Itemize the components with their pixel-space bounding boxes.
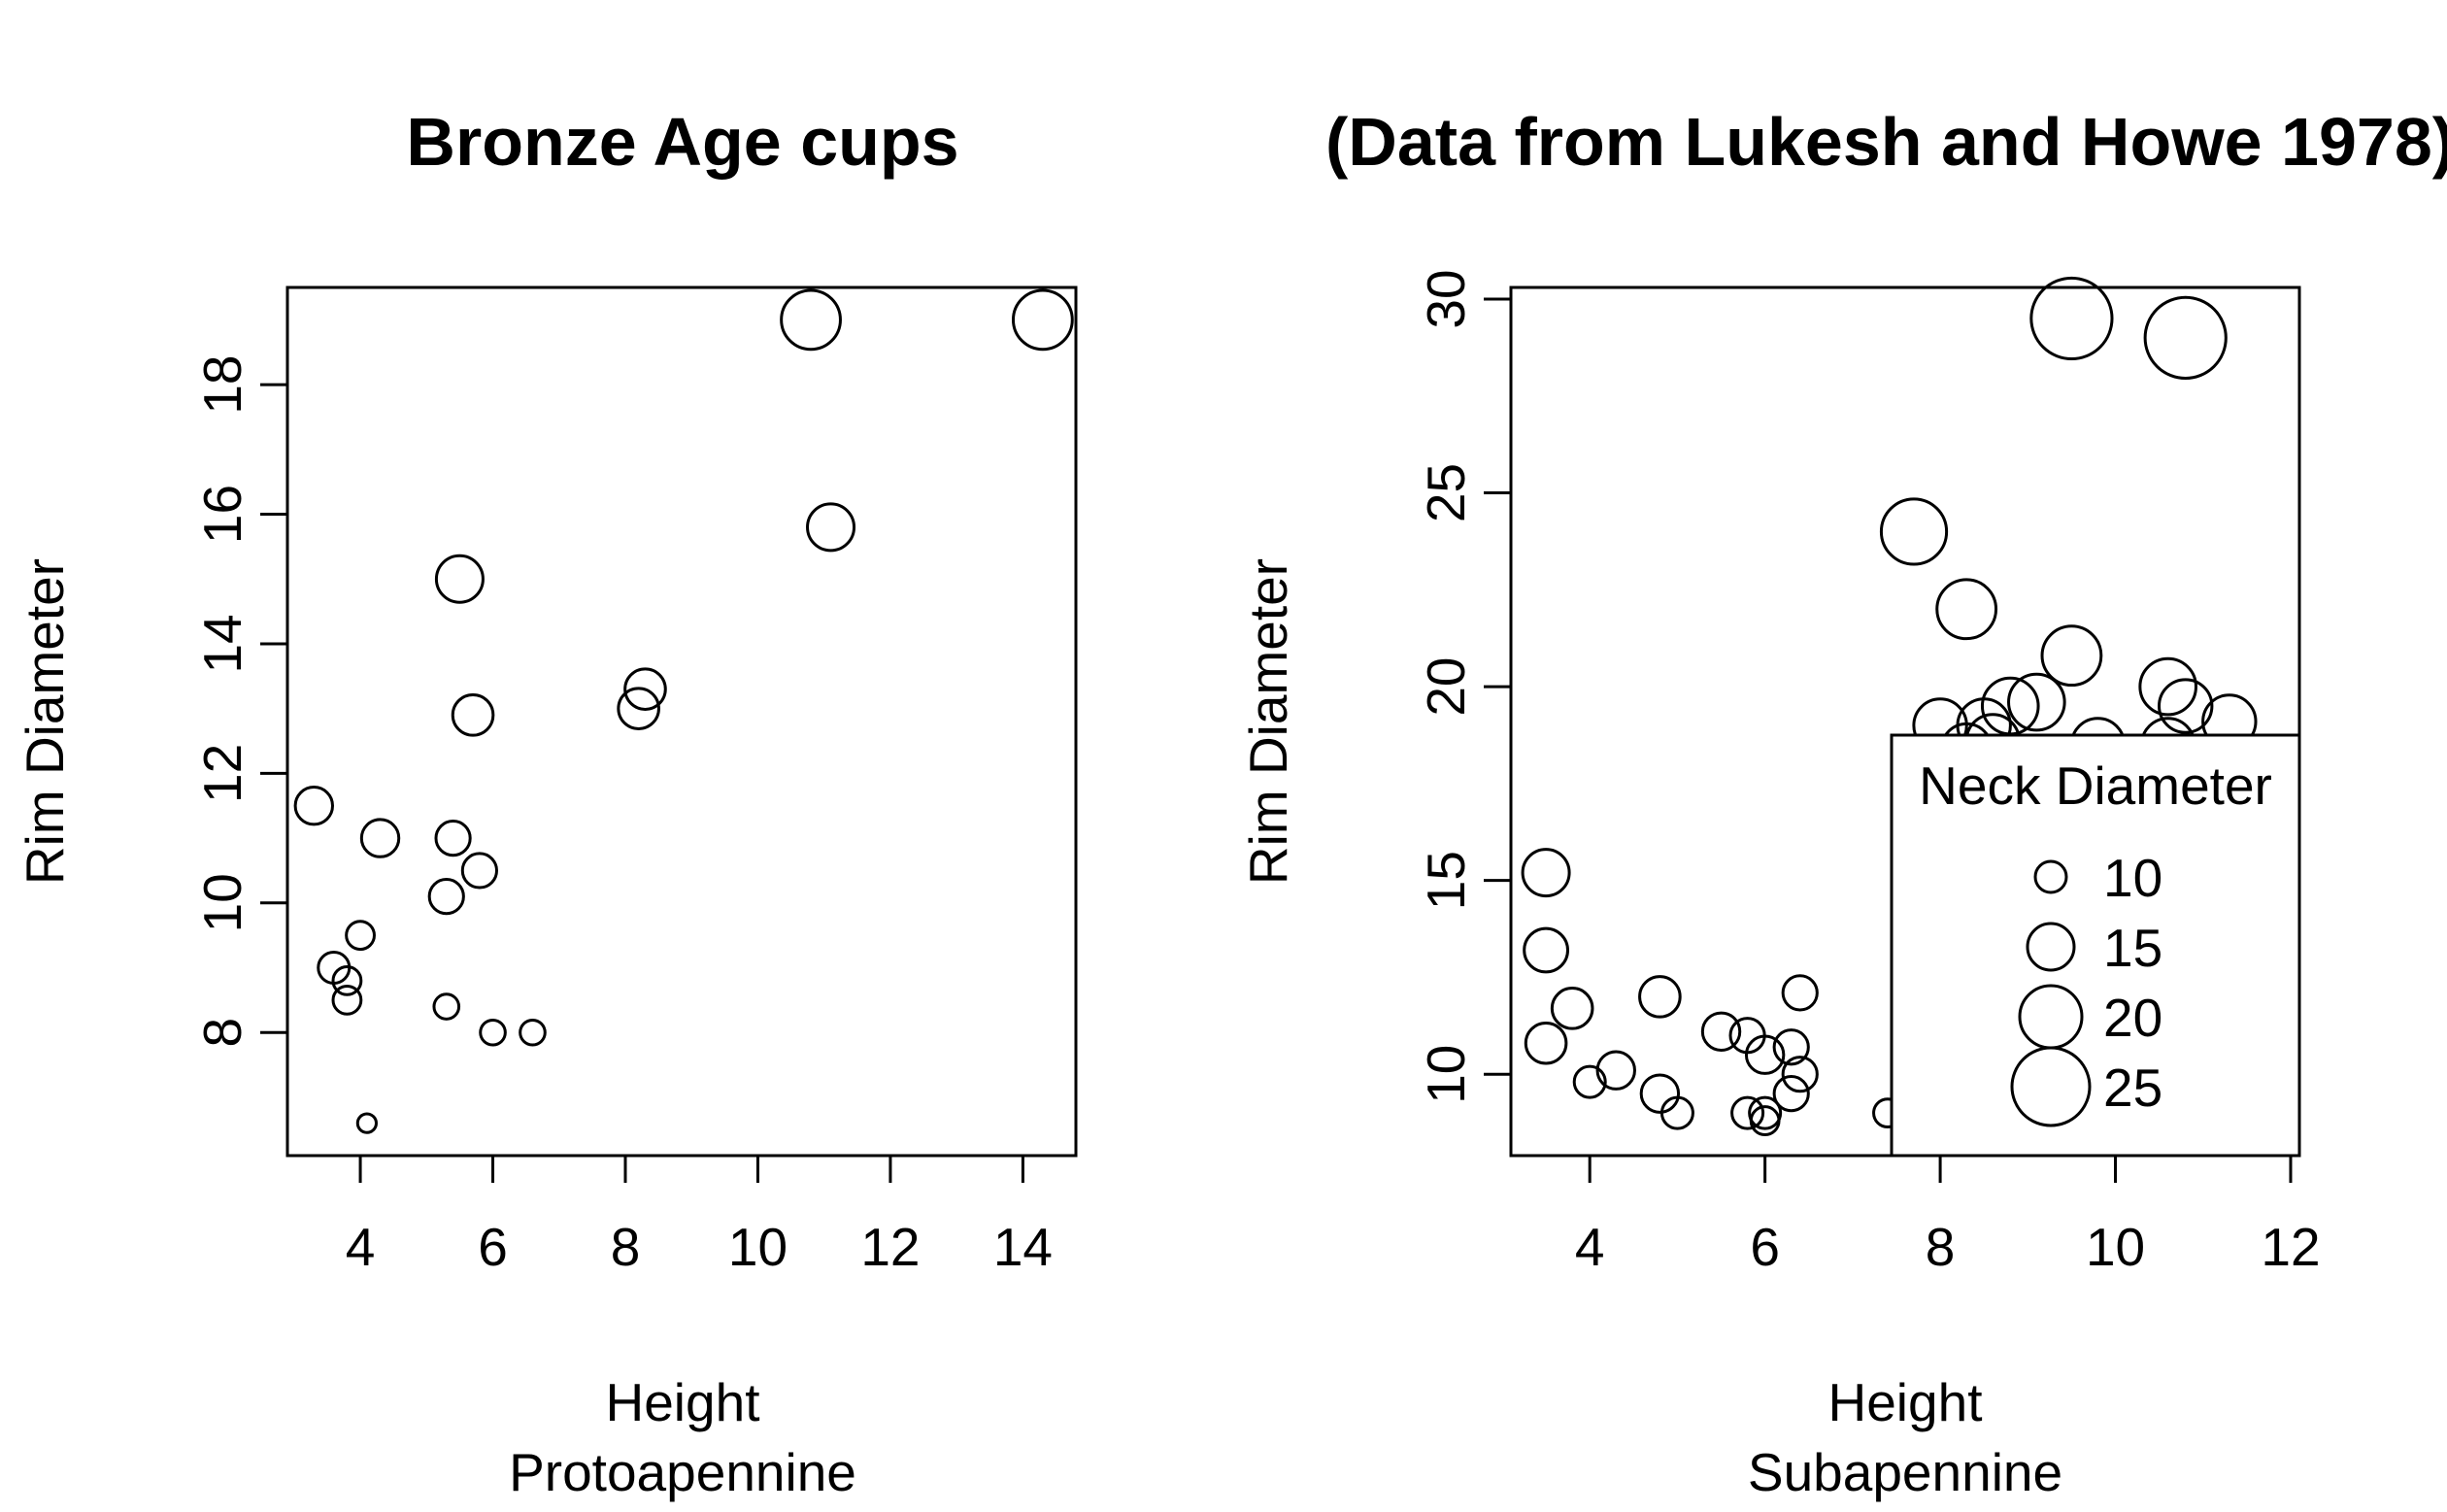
legend-items: 10 15 20 25 [2010,848,2162,1127]
subapennine-data-point [2029,276,2114,361]
subapennine-data-point [1550,987,1594,1030]
subapennine-data-point [1521,848,1571,898]
protoapennine-title: Bronze Age cups [406,104,958,180]
protoapennine-data-point [451,693,495,737]
protoapennine-y-tick-label: 8 [192,1018,252,1048]
protoapennine-data-point [293,786,334,826]
legend-label: 25 [2103,1058,2162,1118]
protoapennine-y-tick-label: 12 [192,744,252,803]
subapennine-data-point [1730,1095,1765,1130]
subapennine-x-tick-label: 10 [2086,1217,2145,1277]
protoapennine-data-point [331,984,363,1016]
protoapennine-data-point [806,502,856,553]
protoapennine-y-tick-label: 14 [192,614,252,673]
protoapennine-data-point [780,288,842,352]
protoapennine-x-tick-label: 12 [860,1217,920,1277]
subapennine-data-point [1879,497,1949,566]
protoapennine-data-point [355,1112,378,1134]
subapennine-data-point [1638,975,1682,1019]
protoapennine-points [293,288,1074,1134]
subapennine-points [1521,276,2258,1136]
protoapennine-data-point [359,818,401,858]
subapennine-data-point [2007,672,2066,732]
protoapennine-panel: Bronze Age cups 4 6 8 10 12 14 8 10 12 14 16 18 He… [15,104,1078,1502]
protoapennine-y-ticks: 8 10 12 14 16 18 [192,354,289,1048]
protoapennine-data-point [617,687,660,730]
subapennine-data-point [1772,1075,1810,1113]
protoapennine-x-tick-label: 14 [993,1217,1053,1277]
subapennine-x-tick-label: 12 [2261,1217,2320,1277]
subapennine-y-tick-label: 20 [1416,656,1476,716]
subapennine-y-axis-label: Rim Diameter [1238,558,1298,885]
subapennine-x-tick-label: 8 [1926,1217,1956,1277]
subapennine-x-axis-sublabel: Subapennine [1748,1442,2062,1502]
protoapennine-plot-frame [285,286,1078,1158]
protoapennine-y-tick-label: 10 [192,873,252,932]
protoapennine-data-point [519,1018,547,1047]
protoapennine-data-point [331,964,363,996]
subapennine-data-point [1748,1095,1783,1130]
subapennine-data-point [2158,678,2214,734]
subapennine-y-tick-label: 25 [1416,463,1476,522]
subapennine-y-tick-label: 30 [1416,269,1476,328]
protoapennine-data-point [479,1018,507,1047]
protoapennine-x-tick-label: 10 [728,1217,788,1277]
legend-label: 15 [2103,918,2162,978]
protoapennine-data-point [460,852,498,890]
protoapennine-data-point [427,878,465,916]
protoapennine-x-axis-label: Height [606,1372,760,1432]
subapennine-data-point [1659,1095,1694,1130]
legend-label: 20 [2103,988,2162,1048]
protoapennine-data-point [1011,288,1074,352]
protoapennine-data-point [345,920,376,952]
legend-symbol [2033,859,2068,894]
protoapennine-data-point [434,554,485,604]
subapennine-y-tick-label: 10 [1416,1045,1476,1104]
subapennine-data-point [1935,578,1998,641]
protoapennine-x-ticks: 4 6 8 10 12 14 [346,1154,1053,1277]
protoapennine-data-point [623,667,667,711]
subapennine-x-axis-label: Height [1828,1372,1983,1432]
subapennine-data-point [1772,1028,1810,1066]
protoapennine-data-point [432,992,461,1021]
protoapennine-x-tick-label: 6 [478,1217,508,1277]
protoapennine-x-tick-label: 8 [611,1217,641,1277]
subapennine-title: (Data from Lukesh and Howe 1978) [1325,104,2447,180]
legend-symbol [2026,922,2076,972]
subapennine-data-point [2143,295,2228,380]
legend-label: 10 [2103,848,2162,908]
subapennine-data-point [2138,656,2197,717]
subapennine-y-tick-label: 15 [1416,851,1476,910]
subapennine-x-tick-label: 6 [1750,1217,1780,1277]
subapennine-data-point [1781,974,1819,1012]
legend-box [1890,733,2301,1158]
subapennine-panel: (Data from Lukesh and Howe 1978) 4 6 8 10 12… [1238,104,2447,1502]
legend-symbol [2010,1046,2092,1127]
protoapennine-y-tick-label: 16 [192,485,252,544]
subapennine-data-point [1524,1021,1568,1065]
subapennine-data-point [1744,1034,1786,1075]
subapennine-data-point [1595,1050,1636,1091]
protoapennine-x-axis-sublabel: Protoapennine [509,1442,856,1502]
neck-diameter-legend: Neck Diameter 10 15 20 25 [1890,733,2301,1158]
subapennine-data-point [1639,1073,1681,1114]
protoapennine-x-tick-label: 4 [346,1217,376,1277]
subapennine-y-ticks: 10 15 20 25 30 [1416,269,1513,1104]
protoapennine-y-axis-label: Rim Diameter [15,558,75,885]
subapennine-data-point [1781,1056,1819,1093]
subapennine-data-point [1523,926,1569,974]
subapennine-data-point [1572,1064,1607,1099]
subapennine-data-point [1749,1105,1781,1136]
legend-title: Neck Diameter [1919,756,2272,816]
protoapennine-y-tick-label: 18 [192,354,252,414]
subapennine-data-point [1700,1011,1742,1052]
subapennine-x-tick-label: 4 [1575,1217,1605,1277]
protoapennine-data-point [434,819,472,857]
subapennine-data-point [2040,624,2103,688]
